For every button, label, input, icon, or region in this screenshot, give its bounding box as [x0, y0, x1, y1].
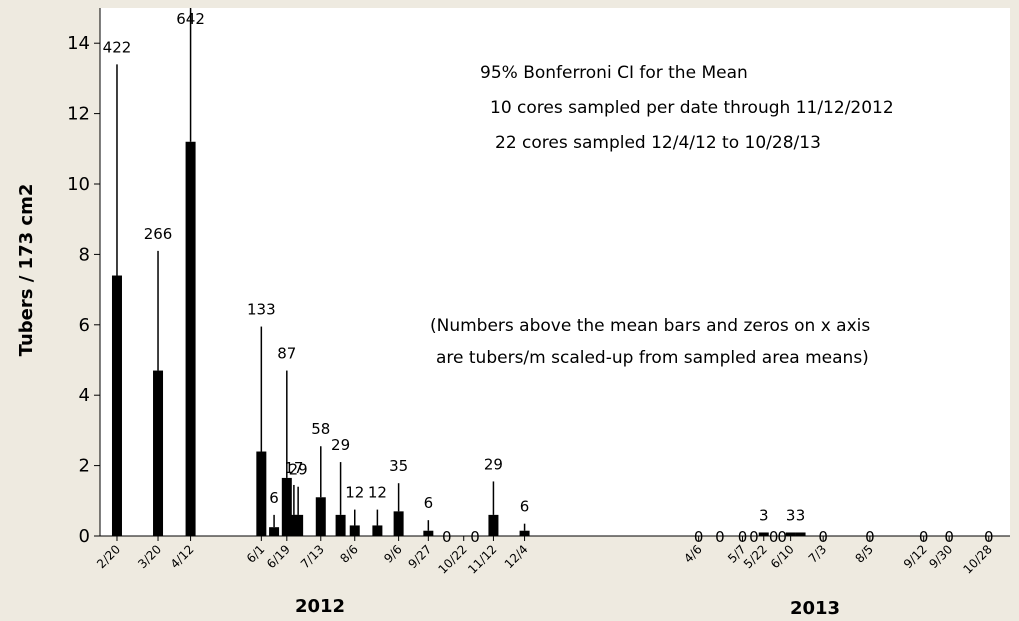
- value-label: 0: [749, 528, 759, 546]
- x-tick-label: 9/27: [405, 542, 434, 571]
- value-label: 133: [247, 301, 276, 319]
- bar: [785, 532, 796, 536]
- value-label: 35: [389, 457, 408, 475]
- x-tick-label: 9/30: [926, 542, 955, 571]
- y-tick-label: 8: [79, 244, 90, 265]
- value-label: 87: [277, 345, 296, 363]
- annotation: 95% Bonferroni CI for the Mean: [480, 63, 748, 83]
- bar: [111, 275, 122, 536]
- bar: [335, 514, 346, 536]
- x-tick-label: 6/10: [768, 542, 797, 571]
- value-label: 12: [368, 484, 387, 502]
- value-label: 642: [176, 10, 205, 28]
- y-tick-label: 12: [67, 104, 90, 125]
- value-label: 0: [984, 528, 994, 546]
- bar: [293, 514, 304, 536]
- y-tick-label: 0: [79, 526, 90, 547]
- y-tick-label: 10: [67, 174, 90, 195]
- y-tick-label: 14: [67, 33, 90, 54]
- value-label: 0: [470, 528, 480, 546]
- value-label: 58: [311, 420, 330, 438]
- value-label: 12: [345, 484, 364, 502]
- value-label: 3: [796, 506, 806, 524]
- bar: [519, 530, 530, 536]
- x-tick-label: 11/12: [465, 542, 499, 576]
- annotation: 22 cores sampled 12/4/12 to 10/28/13: [495, 133, 821, 153]
- value-label: 0: [944, 528, 954, 546]
- bar: [372, 525, 383, 536]
- x-tick-label: 5/22: [741, 542, 770, 571]
- x-tick-label: 3/20: [135, 542, 164, 571]
- year-label: 2012: [295, 596, 345, 617]
- plot-area: [100, 8, 1010, 536]
- y-tick-label: 4: [79, 385, 90, 406]
- value-label: 0: [769, 528, 779, 546]
- bar: [269, 527, 280, 536]
- bar: [423, 530, 434, 536]
- value-label: 3: [759, 506, 769, 524]
- bar: [488, 514, 499, 536]
- value-label: 17: [284, 459, 303, 477]
- value-label: 0: [715, 528, 725, 546]
- value-label: 6: [520, 498, 530, 516]
- value-label: 3: [786, 506, 796, 524]
- y-tick-label: 2: [79, 456, 90, 477]
- value-label: 29: [331, 436, 350, 454]
- value-label: 0: [818, 528, 828, 546]
- value-label: 0: [777, 528, 787, 546]
- value-label: 0: [919, 528, 929, 546]
- x-tick-label: 4/12: [168, 542, 197, 571]
- x-tick-label: 6/19: [264, 542, 293, 571]
- value-label: 6: [424, 494, 434, 512]
- annotation: are tubers/m scaled-up from sampled area…: [436, 348, 869, 368]
- value-label: 422: [103, 38, 132, 56]
- bar: [281, 477, 292, 536]
- year-label: 2013: [790, 598, 840, 619]
- bar: [315, 497, 326, 536]
- bar: [795, 532, 806, 536]
- value-label: 29: [289, 461, 308, 479]
- x-tick-label: 9/6: [381, 542, 405, 566]
- value-label: 0: [738, 528, 748, 546]
- y-axis-label: Tubers / 173 cm2: [16, 184, 37, 357]
- value-label: 6: [269, 489, 279, 507]
- value-label: 0: [865, 528, 875, 546]
- x-tick-label: 10/22: [435, 542, 469, 576]
- value-label: 266: [144, 225, 173, 243]
- value-label: 0: [442, 528, 452, 546]
- x-tick-label: 12/4: [502, 542, 531, 571]
- x-tick-label: 10/28: [961, 542, 995, 576]
- value-label: 0: [694, 528, 704, 546]
- bar: [256, 451, 267, 536]
- x-tick-label: 2/20: [94, 542, 123, 571]
- bar: [758, 532, 769, 536]
- bar: [393, 511, 404, 536]
- value-label: 29: [484, 455, 503, 473]
- y-tick-label: 6: [79, 315, 90, 336]
- x-tick-label: 8/6: [337, 542, 361, 566]
- bar: [185, 141, 196, 536]
- x-tick-label: 7/13: [298, 542, 327, 571]
- annotation: (Numbers above the mean bars and zeros o…: [430, 316, 870, 336]
- x-tick-label: 9/12: [901, 542, 930, 571]
- bar: [349, 525, 360, 536]
- bar: [153, 370, 164, 536]
- annotation: 10 cores sampled per date through 11/12/…: [490, 98, 894, 118]
